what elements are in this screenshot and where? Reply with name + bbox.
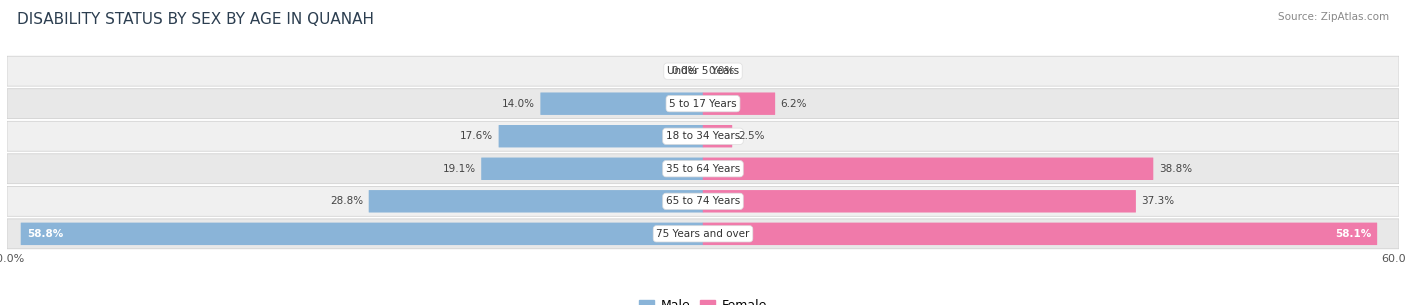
Text: Source: ZipAtlas.com: Source: ZipAtlas.com: [1278, 12, 1389, 22]
Text: 14.0%: 14.0%: [502, 99, 534, 109]
FancyBboxPatch shape: [703, 223, 1376, 245]
FancyBboxPatch shape: [368, 190, 703, 213]
FancyBboxPatch shape: [540, 92, 703, 115]
Text: 28.8%: 28.8%: [330, 196, 363, 206]
Text: 19.1%: 19.1%: [443, 164, 475, 174]
Text: 0.0%: 0.0%: [709, 66, 735, 76]
Text: 0.0%: 0.0%: [671, 66, 697, 76]
Text: 17.6%: 17.6%: [460, 131, 494, 141]
FancyBboxPatch shape: [7, 56, 1399, 86]
FancyBboxPatch shape: [7, 121, 1399, 151]
FancyBboxPatch shape: [703, 92, 775, 115]
FancyBboxPatch shape: [703, 190, 1136, 213]
Text: 58.8%: 58.8%: [27, 229, 63, 239]
Text: 2.5%: 2.5%: [738, 131, 765, 141]
Text: 35 to 64 Years: 35 to 64 Years: [666, 164, 740, 174]
Text: 65 to 74 Years: 65 to 74 Years: [666, 196, 740, 206]
Text: 37.3%: 37.3%: [1142, 196, 1174, 206]
FancyBboxPatch shape: [481, 158, 703, 180]
FancyBboxPatch shape: [703, 158, 1153, 180]
FancyBboxPatch shape: [7, 219, 1399, 249]
FancyBboxPatch shape: [7, 186, 1399, 216]
FancyBboxPatch shape: [7, 89, 1399, 119]
FancyBboxPatch shape: [7, 154, 1399, 184]
FancyBboxPatch shape: [703, 125, 733, 147]
Text: 6.2%: 6.2%: [780, 99, 807, 109]
Text: 5 to 17 Years: 5 to 17 Years: [669, 99, 737, 109]
Text: 18 to 34 Years: 18 to 34 Years: [666, 131, 740, 141]
Text: 38.8%: 38.8%: [1159, 164, 1192, 174]
Legend: Male, Female: Male, Female: [640, 299, 766, 305]
Text: Under 5 Years: Under 5 Years: [666, 66, 740, 76]
FancyBboxPatch shape: [499, 125, 703, 147]
Text: 75 Years and over: 75 Years and over: [657, 229, 749, 239]
Text: 58.1%: 58.1%: [1334, 229, 1371, 239]
FancyBboxPatch shape: [21, 223, 703, 245]
Text: DISABILITY STATUS BY SEX BY AGE IN QUANAH: DISABILITY STATUS BY SEX BY AGE IN QUANA…: [17, 12, 374, 27]
